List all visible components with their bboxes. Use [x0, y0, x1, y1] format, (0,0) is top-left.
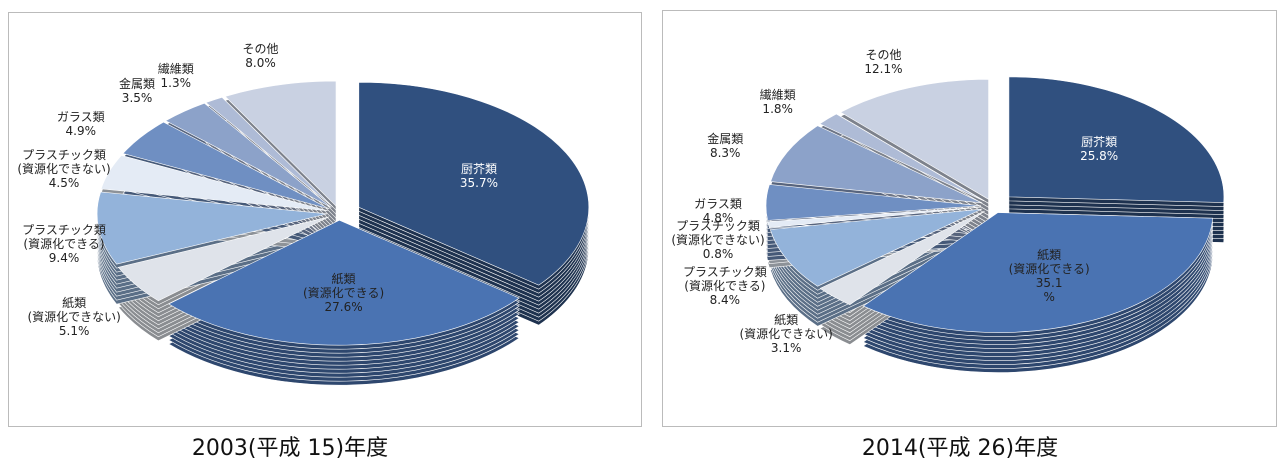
slice-label: 厨芥類 25.8%	[1080, 135, 1118, 163]
slice-label: プラスチック類 (資源化できない) 0.8%	[671, 219, 764, 261]
category-label: 繊維類	[759, 88, 796, 103]
value-label: 3.1%	[770, 341, 802, 356]
slice	[224, 80, 337, 207]
category-label: 厨芥類	[1081, 134, 1118, 149]
slice-label: 繊維類 1.3%	[158, 62, 194, 90]
value-label: 5.1%	[58, 323, 90, 338]
slice-label: 金属類 8.3%	[707, 132, 743, 160]
slice-label: 紙類 (資源化できない) 5.1%	[27, 296, 120, 338]
slice	[769, 208, 983, 287]
category-label: 厨芥類	[460, 161, 497, 176]
slice-label: ガラス類 4.8%	[694, 197, 742, 225]
value-label: 4.8%	[702, 211, 734, 226]
chart-title: 2003(平成 15)年度	[191, 436, 389, 461]
category-label: プラスチック類 (資源化できる)	[22, 222, 106, 251]
value-label: 0.8%	[702, 247, 734, 262]
pie	[765, 76, 1225, 373]
chart-title: 2014(平成 26)年度	[861, 436, 1059, 461]
category-label: 金属類	[707, 131, 744, 146]
category-label: 繊維類	[157, 61, 194, 76]
value-label: 4.5%	[48, 176, 80, 191]
category-label: 紙類 (資源化できる)	[303, 271, 385, 300]
slice-label: 繊維類 1.8%	[760, 88, 796, 116]
category-label: その他	[865, 48, 902, 63]
slice	[117, 216, 330, 302]
category-label: その他	[242, 42, 279, 57]
chart-panel: 厨芥類 35.7% 紙類 (資源化できる) 27.6% 紙類 (資源化できない) 5.1%…	[8, 12, 642, 427]
value-label: 8.3%	[709, 145, 741, 160]
value-label: 35.7%	[459, 175, 499, 190]
slice-label: 厨芥類 35.7%	[460, 162, 498, 190]
slice-label: 金属類 3.5%	[119, 77, 155, 105]
slice	[122, 121, 330, 210]
value-label: 25.8%	[1080, 148, 1119, 163]
category-label: 紙類 (資源化できる)	[1008, 248, 1090, 277]
category-label: 金属類	[119, 76, 156, 91]
slice	[358, 81, 590, 286]
chart-panel: 厨芥類 25.8% 紙類 (資源化できる) 35.1 % 紙類 (資源化できない) 3.1…	[662, 10, 1277, 427]
category-label: 紙類 (資源化できない)	[739, 313, 833, 342]
slice	[205, 96, 334, 208]
category-label: ガラス類	[56, 109, 105, 124]
slice	[168, 219, 520, 346]
slice-label: プラスチック類 (資源化できない) 4.5%	[17, 148, 110, 190]
value-label: 8.0%	[245, 56, 276, 71]
slice	[1008, 76, 1225, 203]
category-label: プラスチック類 (資源化できる)	[682, 264, 767, 293]
slice-label: 紙類 (資源化できない) 3.1%	[739, 313, 832, 355]
slice	[819, 210, 985, 306]
category-label: 紙類 (資源化できない)	[27, 295, 121, 324]
slice	[767, 206, 982, 228]
slice	[765, 184, 982, 221]
value-label: 3.5%	[121, 90, 153, 105]
slice-label: ガラス類 4.9%	[57, 110, 105, 138]
slice-label: その他 12.1%	[864, 48, 902, 76]
value-label: 8.4%	[709, 292, 741, 307]
value-label: 35.1 %	[1035, 276, 1063, 305]
slice	[862, 212, 1214, 333]
slice-label: その他 8.0%	[242, 42, 278, 70]
slice	[96, 191, 328, 265]
slice	[819, 113, 985, 202]
slice-label: 紙類 (資源化できる) 35.1 %	[1009, 248, 1090, 304]
category-label: プラスチック類 (資源化できない)	[671, 219, 765, 248]
value-label: 4.9%	[65, 123, 97, 138]
slice	[165, 102, 332, 208]
slice-label: 紙類 (資源化できる) 27.6%	[303, 272, 384, 314]
slice	[770, 125, 983, 204]
category-label: ガラス類	[694, 197, 742, 212]
value-label: 27.6%	[324, 299, 363, 314]
value-label: 12.1%	[864, 62, 903, 77]
slice	[100, 155, 328, 212]
value-label: 1.8%	[762, 102, 793, 117]
slice	[840, 79, 989, 200]
slice-label: プラスチック類 (資源化できる) 9.4%	[22, 223, 106, 265]
slice-label: プラスチック類 (資源化できる) 8.4%	[683, 265, 767, 307]
pie	[96, 80, 590, 386]
value-label: 1.3%	[160, 75, 192, 90]
category-label: プラスチック類 (資源化できない)	[17, 148, 111, 177]
value-label: 9.4%	[48, 250, 80, 265]
